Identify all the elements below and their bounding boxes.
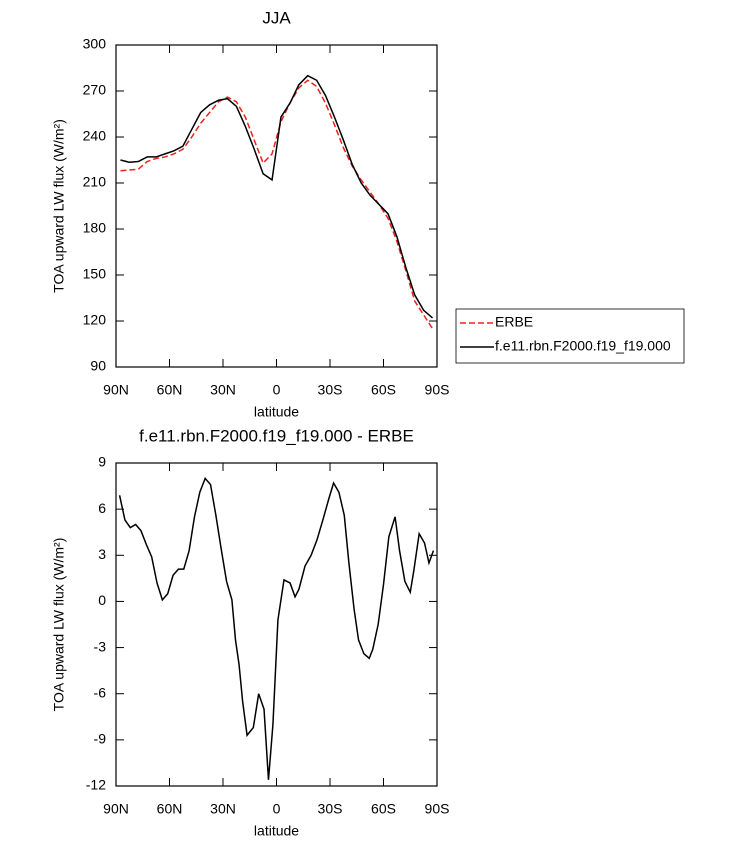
y-tick-label: 180	[83, 220, 107, 236]
y-tick-label: 3	[98, 546, 106, 562]
data-line	[120, 79, 434, 330]
data-line	[120, 74, 434, 319]
x-tick-label: 90N	[103, 382, 129, 398]
y-tick-label: 300	[83, 36, 107, 52]
y-tick-label: 120	[83, 312, 107, 328]
y-tick-label: 270	[83, 82, 107, 98]
x-tick-label: 60N	[157, 801, 183, 817]
legend-label: f.e11.rbn.F2000.f19_f19.000	[495, 338, 671, 354]
y-tick-label: -9	[94, 731, 107, 747]
x-axis-label: latitude	[254, 404, 299, 420]
y-tick-label: -3	[94, 638, 107, 654]
x-tick-label: 30S	[318, 382, 343, 398]
y-tick-label: 6	[98, 500, 106, 516]
legend-label: ERBE	[495, 314, 533, 330]
x-tick-label: 30S	[318, 801, 343, 817]
y-axis-label: TOA upward LW flux (W/m²)	[51, 538, 67, 712]
x-tick-label: 30N	[210, 801, 236, 817]
legend: ERBE f.e11.rbn.F2000.f19_f19.000	[455, 308, 685, 364]
x-tick-label: 90S	[425, 801, 450, 817]
plot-frame	[115, 44, 438, 368]
legend-box	[455, 308, 685, 364]
x-tick-label: 90N	[103, 801, 129, 817]
x-tick-label: 60S	[371, 382, 396, 398]
y-tick-label: 9	[98, 454, 106, 470]
y-axis-label: TOA upward LW flux (W/m²)	[51, 119, 67, 293]
chart-title: JJA	[262, 8, 291, 27]
y-tick-label: 240	[83, 128, 107, 144]
y-tick-label: -12	[86, 777, 106, 793]
chart-title: f.e11.rbn.F2000.f19_f19.000 - ERBE	[139, 426, 414, 445]
y-tick-label: 150	[83, 266, 107, 282]
x-axis-label: latitude	[254, 823, 299, 839]
y-tick-label: -6	[94, 684, 107, 700]
x-tick-label: 0	[273, 801, 281, 817]
x-tick-label: 0	[273, 382, 281, 398]
plot-frame	[115, 462, 438, 787]
chart: f.e11.rbn.F2000.f19_f19.000 - ERBE latitu…	[51, 426, 450, 838]
chart: JJA latitude TOA upward LW flux (W/m²) 90 12…	[51, 8, 685, 420]
x-tick-label: 60S	[371, 801, 396, 817]
x-tick-label: 60N	[157, 382, 183, 398]
y-tick-label: 90	[90, 358, 106, 374]
y-tick-label: 210	[83, 174, 107, 190]
y-tick-label: 0	[98, 592, 106, 608]
x-tick-label: 90S	[425, 382, 450, 398]
x-tick-label: 30N	[210, 382, 236, 398]
data-line	[118, 476, 435, 780]
